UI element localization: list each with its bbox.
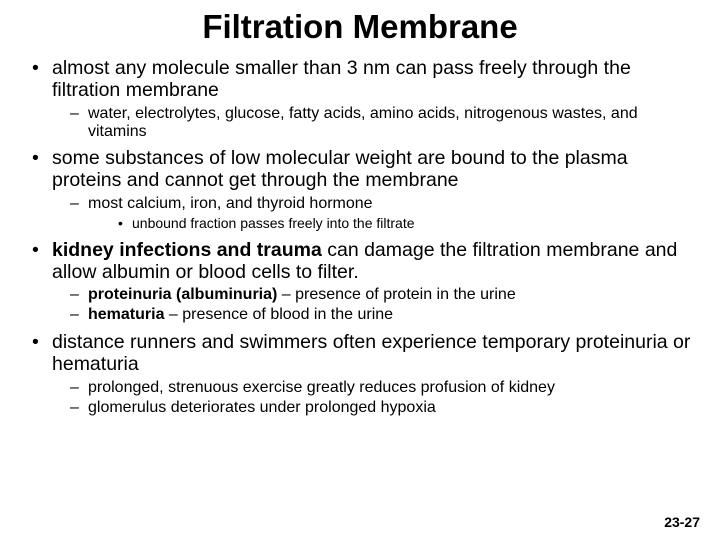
sub-text: most calcium, iron, and thyroid hormone: [88, 195, 373, 212]
sub-bold: proteinuria (albuminuria): [88, 286, 277, 303]
sub-text: prolonged, strenuous exercise greatly re…: [88, 379, 555, 396]
sub-list: prolonged, strenuous exercise greatly re…: [52, 379, 696, 417]
bullet-item: distance runners and swimmers often expe…: [24, 332, 696, 416]
bullet-item: kidney infections and trauma can damage …: [24, 240, 696, 324]
sub-text: glomerulus deteriorates under prolonged …: [88, 399, 436, 416]
sub-text: water, electrolytes, glucose, fatty acid…: [88, 105, 638, 140]
subsub-item: unbound fraction passes freely into the …: [88, 216, 696, 232]
sub-item: hematuria – presence of blood in the uri…: [52, 306, 696, 324]
bullet-item: some substances of low molecular weight …: [24, 148, 696, 231]
bullet-bold: kidney infections and trauma: [52, 239, 322, 261]
sub-rest: – presence of protein in the urine: [277, 286, 515, 303]
sub-item: proteinuria (albuminuria) – presence of …: [52, 286, 696, 304]
sub-item: prolonged, strenuous exercise greatly re…: [52, 379, 696, 397]
sub-list: water, electrolytes, glucose, fatty acid…: [52, 105, 696, 141]
bullet-text: some substances of low molecular weight …: [52, 147, 628, 191]
sub-item: glomerulus deteriorates under prolonged …: [52, 399, 696, 417]
sub-rest: – presence of blood in the urine: [164, 306, 393, 323]
bullet-text: distance runners and swimmers often expe…: [52, 331, 690, 375]
bullet-list: almost any molecule smaller than 3 nm ca…: [24, 58, 696, 417]
sub-list: proteinuria (albuminuria) – presence of …: [52, 286, 696, 324]
subsub-list: unbound fraction passes freely into the …: [88, 216, 696, 232]
bullet-text: almost any molecule smaller than 3 nm ca…: [52, 57, 631, 101]
subsub-text: unbound fraction passes freely into the …: [132, 215, 415, 231]
sub-item: water, electrolytes, glucose, fatty acid…: [52, 105, 696, 141]
bullet-item: almost any molecule smaller than 3 nm ca…: [24, 58, 696, 140]
sub-list: most calcium, iron, and thyroid hormone …: [52, 195, 696, 232]
sub-item: most calcium, iron, and thyroid hormone …: [52, 195, 696, 232]
sub-bold: hematuria: [88, 306, 164, 323]
slide-title: Filtration Membrane: [24, 8, 696, 46]
page-number: 23-27: [664, 514, 700, 530]
